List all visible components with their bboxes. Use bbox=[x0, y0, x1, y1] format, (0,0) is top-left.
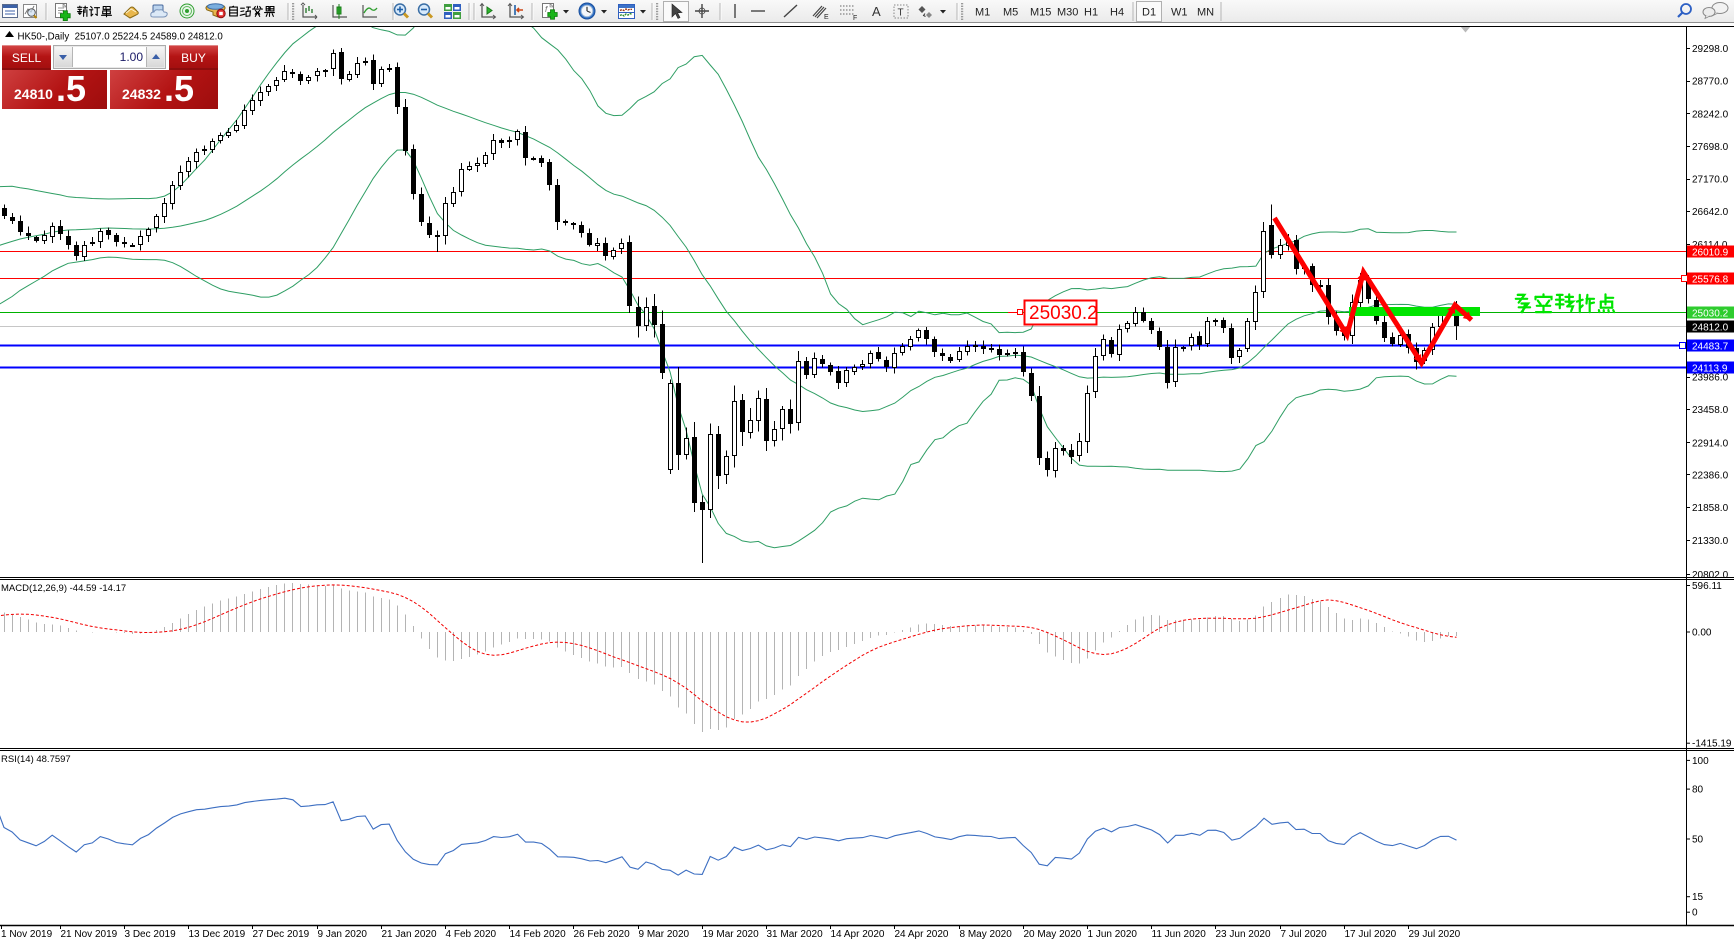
svg-text:26 Feb 2020: 26 Feb 2020 bbox=[574, 929, 631, 940]
svg-text:0: 0 bbox=[1692, 908, 1698, 919]
svg-text:21 Nov 2019: 21 Nov 2019 bbox=[61, 929, 118, 940]
svg-text:E: E bbox=[824, 14, 829, 21]
svg-text:W1: W1 bbox=[1171, 7, 1188, 19]
svg-text:f: f bbox=[545, 5, 548, 14]
svg-text:21330.0: 21330.0 bbox=[1692, 536, 1729, 547]
svg-text:MACD(12,26,9) -44.59 -14.17: MACD(12,26,9) -44.59 -14.17 bbox=[1, 583, 126, 594]
svg-text:15: 15 bbox=[1692, 892, 1704, 903]
svg-text:M30: M30 bbox=[1057, 7, 1078, 19]
svg-text:29298.0: 29298.0 bbox=[1692, 44, 1729, 55]
svg-text:19 Mar 2020: 19 Mar 2020 bbox=[703, 929, 760, 940]
svg-text:7 Jul 2020: 7 Jul 2020 bbox=[1281, 929, 1328, 940]
svg-text:20802.0: 20802.0 bbox=[1692, 570, 1729, 581]
svg-text:RSI(14) 48.7597: RSI(14) 48.7597 bbox=[1, 754, 71, 765]
svg-text:27698.0: 27698.0 bbox=[1692, 142, 1729, 153]
svg-text:25030.2: 25030.2 bbox=[1029, 303, 1098, 324]
svg-text:28242.0: 28242.0 bbox=[1692, 109, 1729, 120]
svg-text:1 Jun 2020: 1 Jun 2020 bbox=[1088, 929, 1138, 940]
svg-text:M5: M5 bbox=[1003, 7, 1018, 19]
svg-text:D1: D1 bbox=[1142, 7, 1156, 19]
svg-text:25576.8: 25576.8 bbox=[1692, 275, 1729, 286]
svg-text:24483.7: 24483.7 bbox=[1692, 342, 1729, 353]
svg-text:23 Jun 2020: 23 Jun 2020 bbox=[1216, 929, 1271, 940]
svg-text:31 Mar 2020: 31 Mar 2020 bbox=[767, 929, 824, 940]
svg-text:14 Feb 2020: 14 Feb 2020 bbox=[510, 929, 567, 940]
svg-text:27170.0: 27170.0 bbox=[1692, 175, 1729, 186]
svg-text:80: 80 bbox=[1692, 785, 1704, 796]
svg-text:8 May 2020: 8 May 2020 bbox=[960, 929, 1013, 940]
svg-text:22914.0: 22914.0 bbox=[1692, 438, 1729, 449]
svg-text:M1: M1 bbox=[975, 7, 990, 19]
svg-text:28770.0: 28770.0 bbox=[1692, 77, 1729, 88]
svg-text:13 Dec 2019: 13 Dec 2019 bbox=[189, 929, 246, 940]
svg-text:23986.0: 23986.0 bbox=[1692, 373, 1729, 384]
svg-text:14 Apr 2020: 14 Apr 2020 bbox=[831, 929, 885, 940]
svg-text:T: T bbox=[898, 8, 904, 19]
svg-text:A: A bbox=[872, 4, 881, 19]
svg-text:25030.2: 25030.2 bbox=[1692, 309, 1729, 320]
svg-text:26010.9: 26010.9 bbox=[1692, 248, 1729, 259]
svg-text:29 Jul 2020: 29 Jul 2020 bbox=[1409, 929, 1461, 940]
svg-text:11 Jun 2020: 11 Jun 2020 bbox=[1152, 929, 1207, 940]
svg-text:M15: M15 bbox=[1030, 7, 1051, 19]
svg-text:17 Jul 2020: 17 Jul 2020 bbox=[1345, 929, 1397, 940]
svg-text:24 Apr 2020: 24 Apr 2020 bbox=[895, 929, 949, 940]
svg-text:27 Dec 2019: 27 Dec 2019 bbox=[253, 929, 310, 940]
svg-text:9 Mar 2020: 9 Mar 2020 bbox=[639, 929, 690, 940]
svg-text:100: 100 bbox=[1692, 756, 1709, 767]
svg-text:596.11: 596.11 bbox=[1692, 581, 1722, 592]
svg-text:F: F bbox=[853, 15, 857, 22]
svg-text:MN: MN bbox=[1197, 7, 1214, 19]
svg-text:0.00: 0.00 bbox=[1692, 628, 1712, 639]
svg-text:23458.0: 23458.0 bbox=[1692, 405, 1729, 416]
svg-text:24812.0: 24812.0 bbox=[1692, 323, 1729, 334]
svg-text:20 May 2020: 20 May 2020 bbox=[1024, 929, 1082, 940]
svg-text:-1415.19: -1415.19 bbox=[1692, 739, 1732, 750]
svg-text:26642.0: 26642.0 bbox=[1692, 207, 1729, 218]
svg-text:21858.0: 21858.0 bbox=[1692, 503, 1729, 514]
svg-text:4 Feb 2020: 4 Feb 2020 bbox=[446, 929, 497, 940]
svg-text:22386.0: 22386.0 bbox=[1692, 470, 1729, 481]
svg-text:1 Nov 2019: 1 Nov 2019 bbox=[1, 929, 53, 940]
svg-text:50: 50 bbox=[1692, 835, 1704, 846]
svg-text:21 Jan 2020: 21 Jan 2020 bbox=[382, 929, 437, 940]
svg-text:H4: H4 bbox=[1110, 7, 1124, 19]
svg-text:H1: H1 bbox=[1084, 7, 1098, 19]
svg-text:9 Jan 2020: 9 Jan 2020 bbox=[318, 929, 368, 940]
svg-text:3 Dec 2019: 3 Dec 2019 bbox=[125, 929, 177, 940]
svg-text:24113.9: 24113.9 bbox=[1692, 364, 1728, 375]
svg-text:HK50-,Daily 25107.0 25224.5 2: HK50-,Daily 25107.0 25224.5 24589.0 2481… bbox=[18, 32, 224, 43]
